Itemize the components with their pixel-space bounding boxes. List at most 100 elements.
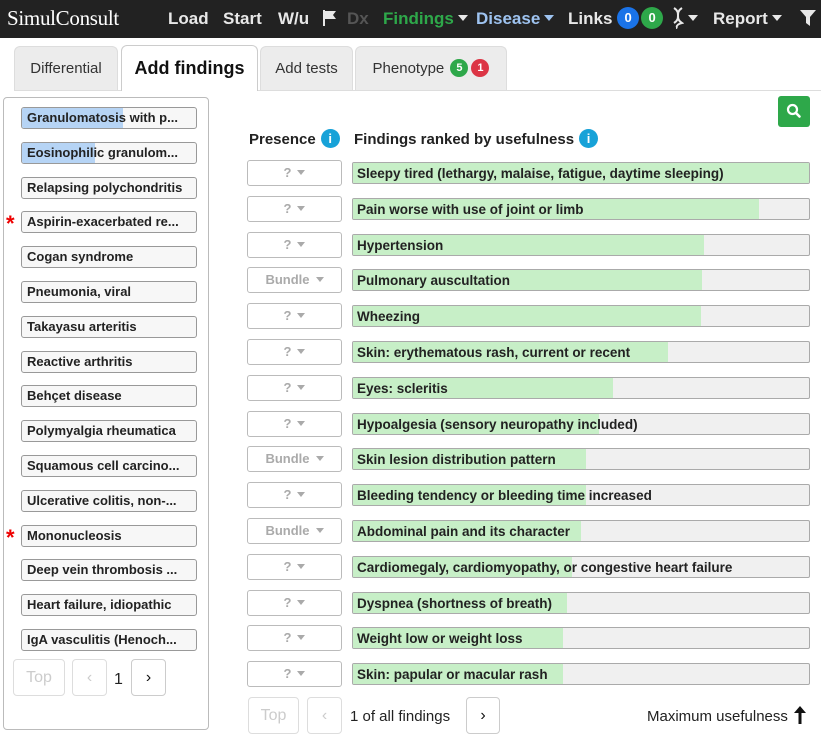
finding-row[interactable]: Dyspnea (shortness of breath): [352, 591, 810, 614]
next-page-button[interactable]: ›: [131, 659, 166, 696]
presence-value: ?: [283, 379, 292, 395]
top-button[interactable]: Top: [248, 697, 299, 734]
finding-row[interactable]: Weight low or weight loss: [352, 627, 810, 650]
chevron-down-icon: [297, 384, 306, 390]
finding-row[interactable]: Skin: papular or macular rash: [352, 663, 810, 686]
chevron-down-icon: [297, 241, 306, 247]
finding-row[interactable]: Cardiomegaly, cardiomyopathy, or congest…: [352, 555, 810, 578]
finding-row[interactable]: Pulmonary auscultation: [352, 269, 810, 292]
presence-select[interactable]: ?: [247, 482, 342, 509]
presence-select[interactable]: ?: [247, 339, 342, 365]
nav-report[interactable]: Report: [713, 0, 782, 38]
differential-item[interactable]: Eosinophilic granulom...: [21, 141, 197, 164]
differential-item[interactable]: Deep vein thrombosis ...: [21, 559, 197, 582]
differential-item[interactable]: Relapsing polychondritis: [21, 176, 197, 199]
tab-add-findings[interactable]: Add findings: [121, 45, 258, 91]
tab-differential[interactable]: Differential: [14, 46, 118, 90]
probability-fill: [22, 108, 123, 128]
presence-select[interactable]: ?: [247, 374, 342, 401]
differential-item[interactable]: Ulcerative colitis, non-...: [21, 489, 197, 512]
nav-wu[interactable]: W/u: [278, 9, 310, 28]
presence-select[interactable]: ?: [247, 625, 342, 652]
finding-label: Cardiomegaly, cardiomyopathy, or congest…: [357, 559, 733, 575]
filter-icon[interactable]: [800, 0, 816, 38]
finding-row[interactable]: Bleeding tendency or bleeding time incre…: [352, 484, 810, 507]
differential-item[interactable]: Aspirin-exacerbated re...: [21, 211, 197, 234]
presence-select[interactable]: ?: [247, 661, 342, 688]
finding-row[interactable]: Skin lesion distribution pattern: [352, 448, 810, 471]
usefulness-fill: [353, 592, 568, 613]
nav-disease[interactable]: Disease: [476, 0, 555, 38]
prev-page-button[interactable]: ‹: [307, 697, 342, 734]
chevron-down-icon: [771, 15, 782, 22]
finding-label: Skin: erythematous rash, current or rece…: [357, 345, 631, 360]
usefulness-fill: [353, 413, 600, 434]
presence-select[interactable]: ?: [247, 553, 342, 580]
usefulness-fill: [353, 521, 581, 541]
finding-row[interactable]: Pain worse with use of joint or limb: [352, 197, 810, 220]
findings-header-label: Findings ranked by usefulness: [354, 131, 575, 148]
finding-label: Wheezing: [357, 309, 420, 325]
finding-row[interactable]: Hypertension: [352, 233, 810, 256]
presence-select[interactable]: ?: [247, 231, 342, 258]
flag-icon[interactable]: [322, 0, 338, 38]
presence-select[interactable]: ?: [247, 410, 342, 437]
chevron-down-icon: [544, 15, 555, 22]
finding-label: Skin: papular or macular rash: [357, 667, 548, 683]
presence-select[interactable]: ?: [247, 303, 342, 330]
tab-add-tests[interactable]: Add tests: [260, 46, 353, 90]
finding-row[interactable]: Wheezing: [352, 305, 810, 328]
finding-label: Dyspnea (shortness of breath): [357, 595, 553, 611]
chevron-down-icon: [297, 492, 306, 498]
info-icon[interactable]: i: [320, 129, 340, 149]
nav-findings[interactable]: Findings: [383, 0, 468, 38]
differential-item[interactable]: Squamous cell carcino...: [21, 455, 197, 477]
presence-select[interactable]: ?: [247, 195, 342, 222]
next-page-button[interactable]: ›: [466, 697, 500, 734]
nav-load[interactable]: Load: [168, 9, 209, 28]
usefulness-fill: [353, 449, 586, 470]
sort-by-usefulness[interactable]: Maximum usefulness: [647, 706, 807, 725]
prev-page-button[interactable]: ‹: [72, 659, 107, 696]
dna-menu[interactable]: [672, 0, 698, 38]
brand-logo[interactable]: SimulConsult: [7, 6, 119, 30]
differential-item[interactable]: IgA vasculitis (Henoch...: [21, 629, 197, 651]
finding-row[interactable]: Eyes: scleritis: [352, 376, 810, 399]
finding-label: Bleeding tendency or bleeding time incre…: [357, 488, 652, 504]
presence-select[interactable]: Bundle: [247, 518, 342, 544]
nav-start[interactable]: Start: [223, 9, 262, 28]
differential-item[interactable]: Behçet disease: [21, 385, 197, 408]
sort-label: Maximum usefulness: [647, 708, 788, 725]
finding-row[interactable]: Sleepy tired (lethargy, malaise, fatigue…: [352, 162, 810, 184]
differential-item[interactable]: Takayasu arteritis: [21, 315, 197, 338]
differential-item[interactable]: Mononucleosis: [21, 524, 197, 547]
presence-select[interactable]: Bundle: [247, 446, 342, 473]
differential-item-label: Aspirin-exacerbated re...: [27, 214, 179, 230]
differential-item[interactable]: Reactive arthritis: [21, 350, 197, 373]
differential-item[interactable]: Cogan syndrome: [21, 246, 197, 269]
differential-item[interactable]: Granulomatosis with p...: [21, 107, 197, 129]
finding-row[interactable]: Hypoalgesia (sensory neuropathy included…: [352, 412, 810, 435]
search-button[interactable]: [778, 96, 810, 127]
links-count-badge: 0: [617, 7, 640, 30]
presence-header-label: Presence: [249, 131, 316, 148]
finding-row[interactable]: Skin: erythematous rash, current or rece…: [352, 341, 810, 363]
arrow-up-icon: [794, 706, 807, 725]
usefulness-fill: [353, 556, 572, 577]
finding-row[interactable]: Abdominal pain and its character: [352, 520, 810, 542]
differential-item[interactable]: Pneumonia, viral: [21, 281, 197, 303]
presence-select[interactable]: ?: [247, 160, 342, 186]
differential-item[interactable]: Polymyalgia rheumatica: [21, 420, 197, 443]
presence-value: Bundle: [265, 523, 310, 538]
differential-item[interactable]: Heart failure, idiopathic: [21, 594, 197, 617]
presence-select[interactable]: Bundle: [247, 267, 342, 294]
usefulness-fill: [353, 163, 809, 183]
presence-select[interactable]: ?: [247, 589, 342, 616]
info-icon[interactable]: i: [579, 129, 599, 149]
finding-label: Hypoalgesia (sensory neuropathy included…: [357, 416, 638, 432]
nav-dx[interactable]: Dx: [347, 9, 369, 28]
top-button[interactable]: Top: [13, 659, 65, 696]
differential-item-label: Pneumonia, viral: [27, 284, 132, 299]
